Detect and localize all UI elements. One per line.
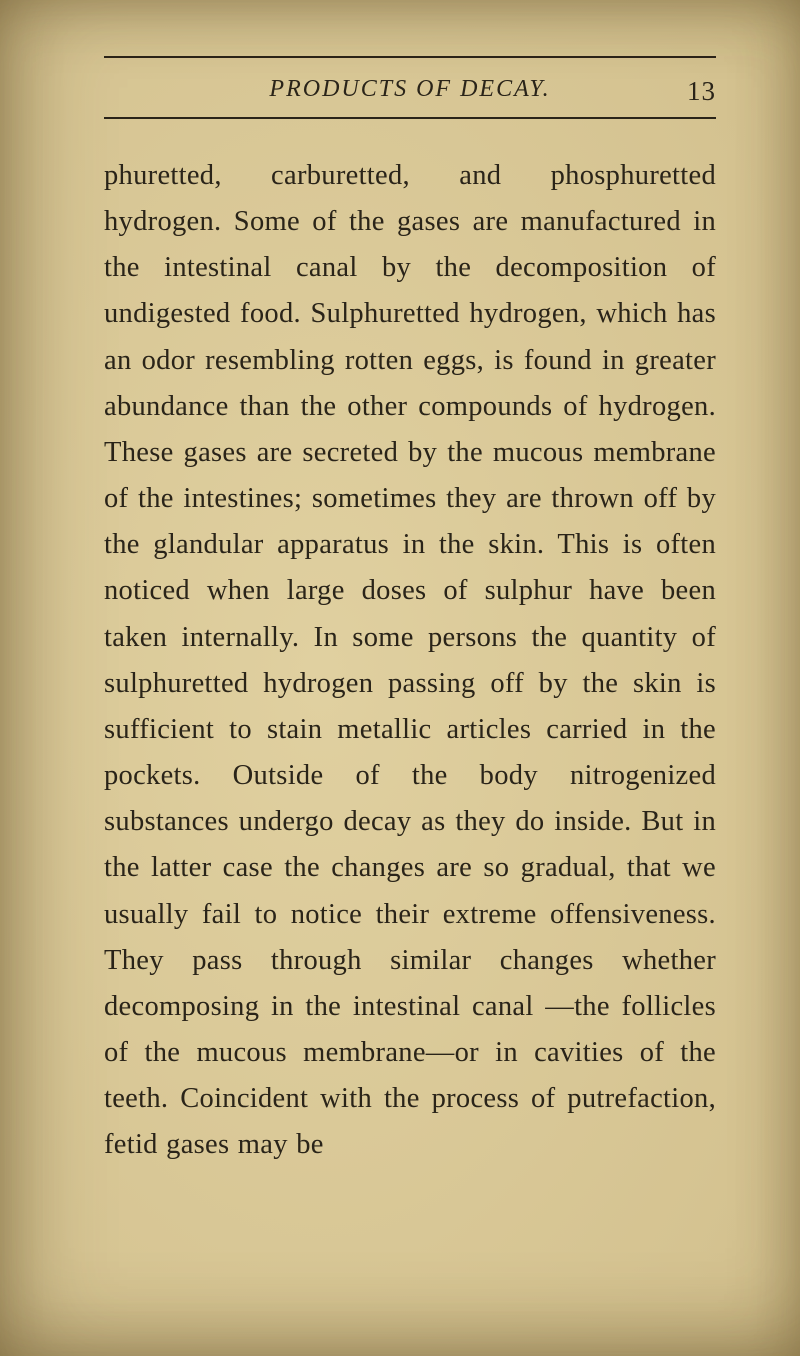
running-head: PRODUCTS OF DECAY. — [104, 76, 716, 103]
page-number: 13 — [687, 76, 716, 107]
header-row: PRODUCTS OF DECAY. 13 — [104, 76, 716, 103]
book-page: PRODUCTS OF DECAY. 13 phuretted, carbure… — [0, 0, 800, 1356]
header-rule — [104, 117, 716, 119]
body-text: phuretted, carburetted, and phosphurette… — [104, 153, 716, 1168]
top-rule — [104, 56, 716, 58]
